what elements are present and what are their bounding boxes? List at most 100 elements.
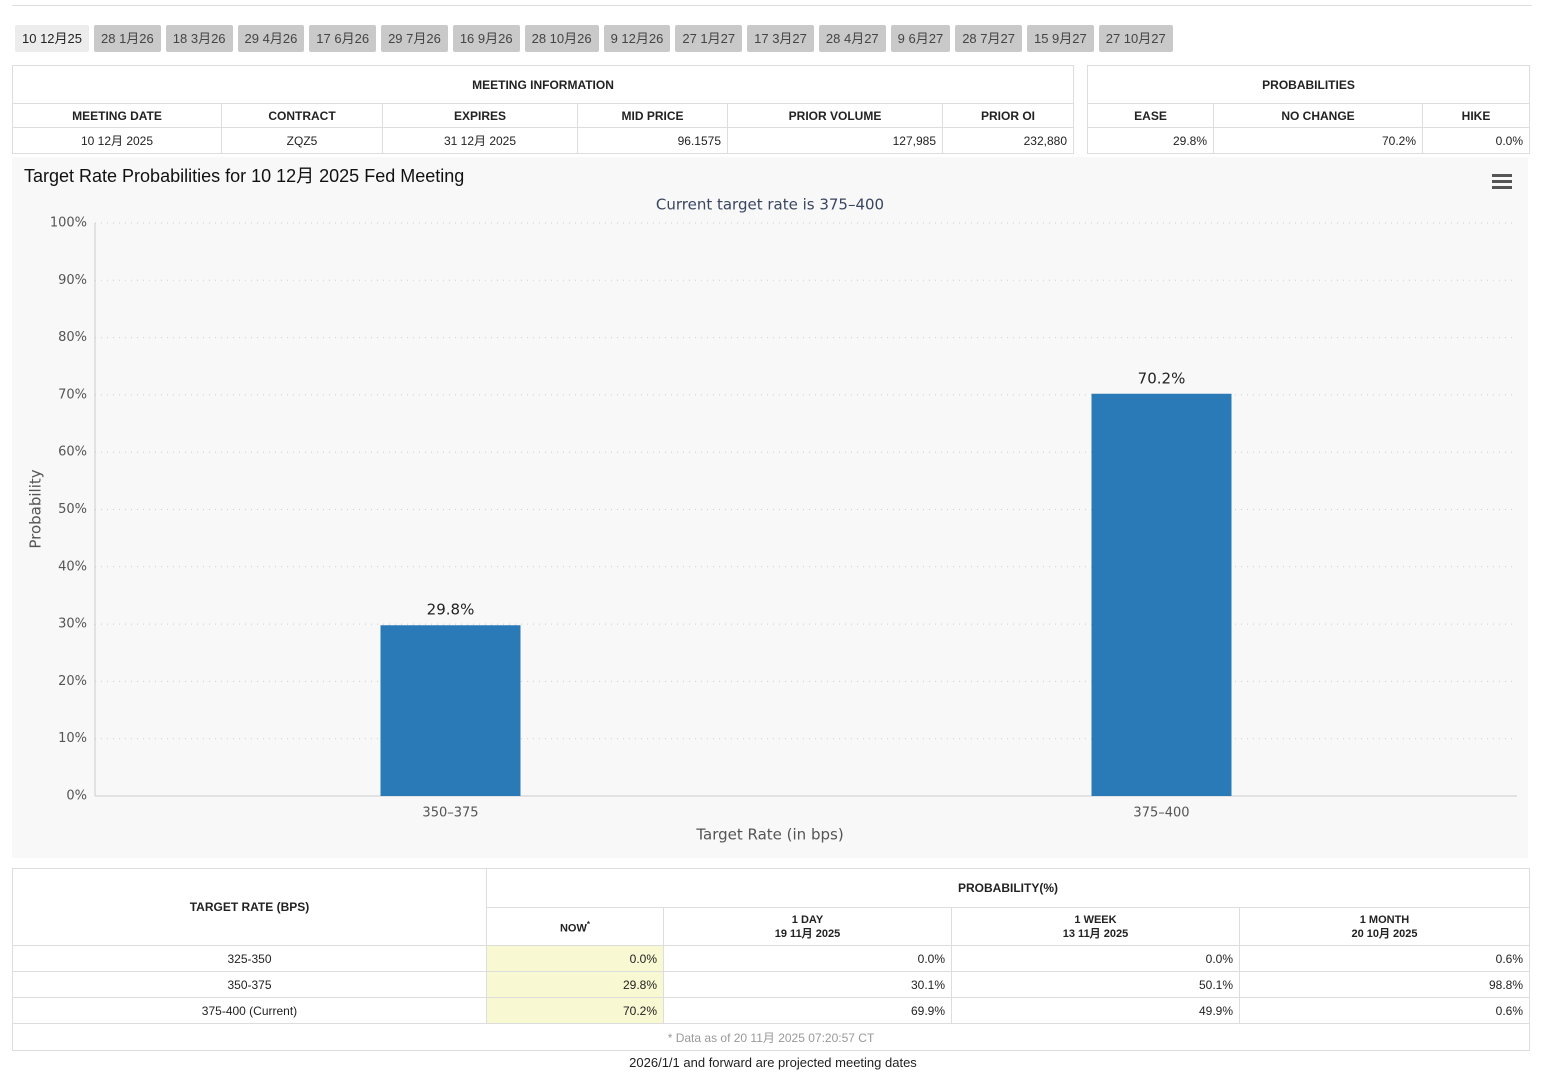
column-header: 1 MONTH 20 10月 2025 [1239, 907, 1530, 946]
column-date: 20 10月 2025 [1351, 927, 1418, 940]
meeting-tab[interactable]: 9 12月26 [603, 25, 671, 52]
cell: 0.0% [663, 945, 952, 972]
meeting-tab[interactable]: 10 12月25 [15, 25, 89, 52]
cell: 31 12月 2025 [382, 127, 578, 154]
cell: 375-400 (Current) [12, 997, 487, 1024]
y-tick-label: 100% [50, 216, 87, 231]
column-header: TARGET RATE (BPS) [12, 868, 487, 946]
column-header: EXPIRES [382, 103, 578, 128]
cell: 70.2% [1213, 127, 1423, 154]
rate-panel: TARGET RATE (BPS) PROBABILITY(%) NOW* 1 DA… [12, 868, 1530, 1051]
meeting-tab[interactable]: 18 3月26 [165, 25, 233, 52]
column-label: 1 MONTH [1359, 913, 1410, 926]
meeting-tab[interactable]: 27 1月27 [675, 25, 743, 52]
column-header: 1 WEEK 13 11月 2025 [951, 907, 1240, 946]
y-tick-label: 30% [58, 617, 87, 632]
meeting-tabs: 10 12月25 28 1月26 18 3月26 29 4月26 17 6月26 29 7… [15, 25, 1173, 52]
y-tick-label: 0% [66, 789, 87, 804]
footer: 2026/1/1 and forward are projected meeti… [629, 1055, 917, 1070]
x-tick-label: 350–375 [422, 806, 478, 821]
meeting-info-table: MEETING INFORMATION MEETING DATE CONTRACT… [12, 65, 1074, 154]
column-date: 19 11月 2025 [774, 927, 841, 940]
meeting-tab[interactable]: 17 3月27 [747, 25, 814, 52]
probabilities-table: PROBABILITIES EASE NO CHANGE HIKE 29.8% 70.… [1086, 65, 1531, 154]
x-tick-label: 375–400 [1133, 806, 1189, 821]
menu-button[interactable] [1492, 174, 1512, 189]
column-header: MEETING DATE [12, 103, 222, 128]
meeting-tab[interactable]: 28 10月26 [524, 25, 599, 52]
cell: ZQZ5 [221, 127, 383, 154]
cell: 0.6% [1239, 997, 1530, 1024]
column-label: NOW [559, 922, 587, 935]
table-row: 375-400 (Current) 70.2% 69.9% 49.9% 0.6% [12, 997, 1530, 1024]
table-row: 325-350 0.0% 0.0% 0.0% 0.6% [12, 945, 1530, 972]
column-header: PRIOR OI [942, 103, 1074, 128]
cell: 10 12月 2025 [12, 127, 222, 154]
menu-bar [1492, 186, 1512, 189]
menu-bar [1492, 174, 1512, 177]
y-axis-title: Probability [27, 469, 45, 548]
cell: 0.6% [1239, 945, 1530, 972]
meeting-info-panel: MEETING INFORMATION MEETING DATE CONTRACT… [12, 65, 1074, 154]
cell: 30.1% [663, 971, 952, 998]
meeting-tab[interactable]: 27 10月27 [1098, 25, 1173, 52]
top-rule [12, 5, 1532, 6]
y-tick-label: 70% [58, 387, 87, 402]
y-tick-label: 40% [58, 559, 87, 574]
cell: 232,880 [942, 127, 1074, 154]
column-header: CONTRACT [221, 103, 383, 128]
cell: 325-350 [12, 945, 487, 972]
column-header: NO CHANGE [1213, 103, 1423, 128]
meeting-tab[interactable]: 17 6月26 [309, 25, 377, 52]
meeting-tab[interactable]: 16 9月26 [452, 25, 520, 52]
cell: 69.9% [663, 997, 952, 1024]
y-tick-label: 80% [58, 330, 87, 345]
meeting-tab[interactable]: 29 7月26 [381, 25, 448, 52]
cell: 350-375 [12, 971, 487, 998]
column-header: HIKE [1421, 103, 1531, 128]
cell: 0.0% [951, 945, 1240, 972]
table-title: PROBABILITIES [1086, 65, 1531, 104]
table-row: 350-375 29.8% 30.1% 50.1% 98.8% [12, 971, 1530, 998]
column-label: 1 DAY [791, 913, 824, 926]
group-header: PROBABILITY(%) [486, 868, 1530, 908]
cell: 127,985 [727, 127, 943, 154]
footnote: * Data as of 20 11月 2025 07:20:57 CT [12, 1023, 1530, 1051]
meeting-tab[interactable]: 28 4月27 [818, 25, 886, 52]
rate-table: TARGET RATE (BPS) PROBABILITY(%) NOW* 1 DA… [12, 868, 1530, 1051]
y-tick-label: 20% [58, 674, 87, 689]
column-header: MID PRICE [577, 103, 728, 128]
chart-subtitle: Current target rate is 375–400 [656, 196, 884, 214]
column-header: PRIOR VOLUME [727, 103, 943, 128]
meeting-tab[interactable]: 9 6月27 [890, 25, 951, 52]
meeting-tab[interactable]: 29 4月26 [237, 25, 305, 52]
cell: 29.8% [1087, 127, 1214, 154]
cell: 96.1575 [577, 127, 728, 154]
cell: 29.8% [486, 971, 664, 998]
bar [380, 625, 521, 796]
cell: 98.8% [1239, 971, 1530, 998]
chart-background [12, 157, 1528, 858]
cell: 70.2% [486, 997, 664, 1024]
cell: 50.1% [951, 971, 1240, 998]
data-label: 29.8% [427, 601, 475, 619]
meeting-tab[interactable]: 28 7月27 [955, 25, 1022, 52]
table-title: MEETING INFORMATION [12, 65, 1074, 104]
data-label: 70.2% [1138, 369, 1186, 387]
column-header: EASE [1087, 103, 1214, 128]
chart-title: Target Rate Probabilities for 10 12月 202… [24, 166, 464, 186]
menu-bar [1492, 180, 1512, 183]
probabilities-panel: PROBABILITIES EASE NO CHANGE HIKE 29.8% 70.… [1086, 65, 1531, 154]
y-tick-label: 90% [58, 273, 87, 288]
column-label: 1 WEEK [1074, 913, 1117, 926]
bar [1091, 393, 1232, 796]
y-tick-label: 10% [58, 731, 87, 746]
meeting-tab[interactable]: 15 9月27 [1026, 25, 1094, 52]
column-header: 1 DAY 19 11月 2025 [663, 907, 952, 946]
cell: 0.0% [486, 945, 664, 972]
column-header: NOW* [486, 907, 664, 946]
meeting-tab[interactable]: 28 1月26 [94, 25, 161, 52]
footnote-row: * Data as of 20 11月 2025 07:20:57 CT [12, 1023, 1530, 1051]
column-date: 13 11月 2025 [1062, 927, 1129, 940]
